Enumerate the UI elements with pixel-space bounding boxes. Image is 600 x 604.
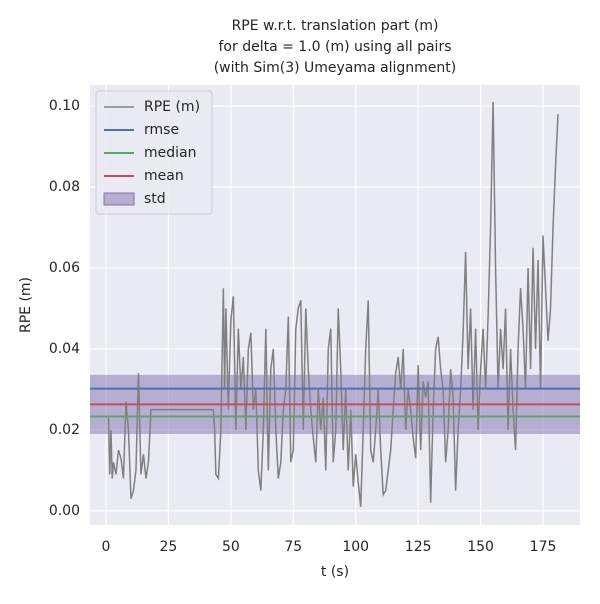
y-tick-label: 0.04: [49, 341, 80, 357]
legend-label: std: [144, 191, 166, 207]
x-axis-label: t (s): [321, 564, 349, 580]
y-tick-label: 0.08: [49, 179, 80, 195]
y-tick-label: 0.02: [49, 422, 80, 438]
x-tick-label: 125: [405, 539, 432, 555]
x-tick-label: 75: [284, 539, 302, 555]
x-tick-label: 150: [467, 539, 494, 555]
chart-title: RPE w.r.t. translation part (m): [232, 18, 439, 34]
legend-label: mean: [144, 168, 184, 184]
chart-title: (with Sim(3) Umeyama alignment): [214, 60, 457, 76]
x-tick-label: 0: [102, 539, 111, 555]
legend-swatch: [103, 192, 135, 206]
legend-label: rmse: [144, 122, 179, 138]
x-tick-label: 175: [530, 539, 557, 555]
y-tick-label: 0.00: [49, 503, 80, 519]
x-tick-label: 100: [342, 539, 369, 555]
legend-box: [95, 90, 213, 215]
y-axis-label: RPE (m): [18, 277, 34, 333]
legend-label: RPE (m): [144, 99, 200, 115]
data-line: [107, 101, 559, 507]
chart-title: for delta = 1.0 (m) using all pairs: [219, 39, 452, 55]
y-tick-label: 0.06: [49, 260, 80, 276]
legend-label: median: [144, 145, 196, 161]
x-tick-label: 50: [222, 539, 240, 555]
y-tick-label: 0.10: [49, 98, 80, 114]
x-tick-label: 25: [160, 539, 178, 555]
